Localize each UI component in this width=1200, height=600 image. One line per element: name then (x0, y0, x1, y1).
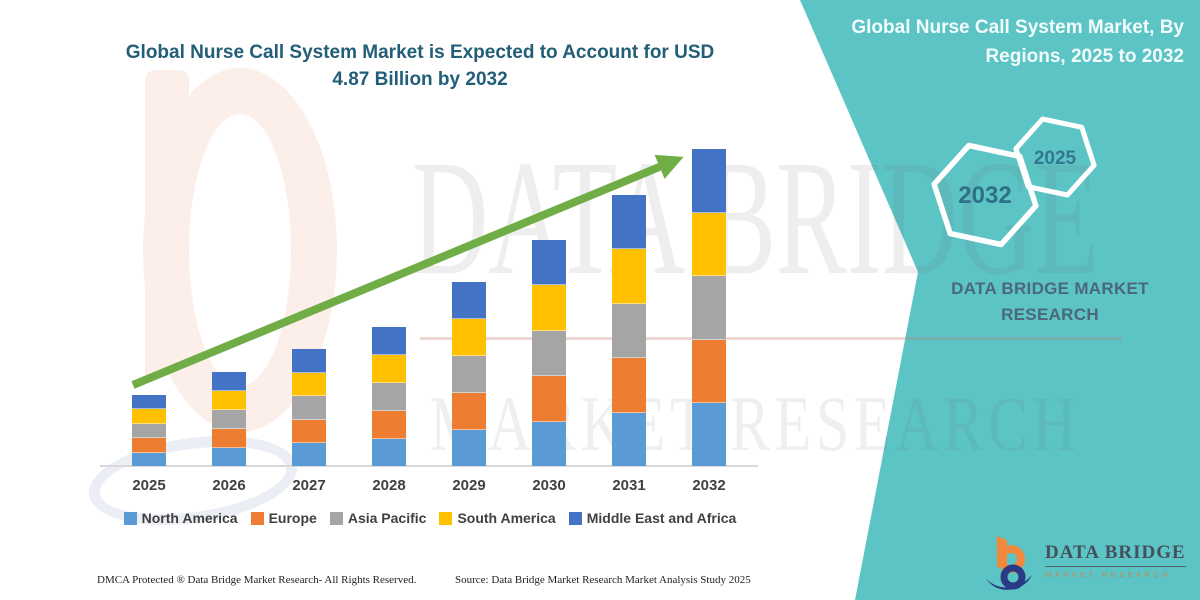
legend-label: Asia Pacific (347, 510, 427, 526)
legend-swatch (123, 511, 137, 525)
panel-brand-line2: RESEARCH (1001, 304, 1099, 324)
x-axis-label-2027: 2027 (292, 477, 326, 494)
bar-segment-2028 (372, 354, 406, 383)
bar-segment-2026 (212, 371, 246, 391)
logo-swoosh (986, 575, 1032, 590)
hexagon-2032-label: 2032 (958, 182, 1011, 209)
bar-2032 (692, 149, 726, 466)
x-axis-label-2025: 2025 (132, 477, 166, 494)
bar-segment-2025 (132, 438, 166, 453)
bar-segment-2032 (692, 276, 726, 340)
bar-segment-2028 (372, 382, 406, 411)
bar-segment-2026 (212, 409, 246, 429)
bar-segment-2025 (132, 394, 166, 409)
panel-title-line1: Global Nurse Call System Market, By (851, 17, 1184, 38)
x-axis-line (100, 465, 758, 467)
legend-swatch (250, 511, 264, 525)
hexagon-2025 (1013, 116, 1097, 198)
legend-label: Europe (268, 510, 317, 526)
logo-name: DATA BRIDGE (1045, 542, 1186, 563)
panel-title-line2: Regions, 2025 to 2032 (985, 45, 1184, 67)
x-axis-label-2030: 2030 (532, 477, 566, 494)
legend-label: South America (457, 510, 556, 526)
bar-segment-2025 (132, 409, 166, 424)
bar-segment-2031 (612, 358, 646, 413)
legend-swatch (329, 511, 343, 525)
bar-segment-2030 (532, 330, 566, 376)
databridge-logo-icon (986, 536, 1032, 590)
bar-segment-2030 (532, 285, 566, 331)
bar-segment-2032 (692, 403, 726, 466)
dmca-notice: DMCA Protected ® Data Bridge Market Rese… (97, 574, 417, 586)
bar-2030 (532, 239, 566, 466)
bar-segment-2030 (532, 421, 566, 466)
bar-segment-2029 (452, 429, 486, 466)
bar-segment-2027 (292, 419, 326, 444)
bar-segment-2027 (292, 443, 326, 466)
bar-segment-2025 (132, 423, 166, 438)
bar-2027 (292, 349, 326, 466)
bar-segment-2027 (292, 349, 326, 373)
bar-2031 (612, 194, 646, 466)
bar-segment-2031 (612, 249, 646, 304)
bar-2029 (452, 281, 486, 466)
chart-title: Global Nurse Call System Market is Expec… (125, 42, 715, 90)
hexagon-graphic: 2032 2025 (931, 116, 1097, 248)
bar-segment-2030 (532, 239, 566, 285)
x-axis-label-2032: 2032 (692, 477, 726, 494)
panel-title: Global Nurse Call System Market, By Regi… (814, 14, 1184, 71)
bar-2028 (372, 326, 406, 466)
bar-2025 (132, 394, 166, 466)
bar-segment-2031 (612, 412, 646, 466)
legend-item: South America (439, 510, 556, 526)
x-axis-label-2031: 2031 (612, 477, 646, 494)
bar-segment-2029 (452, 281, 486, 319)
bar-segment-2029 (452, 355, 486, 393)
bar-segment-2025 (132, 452, 166, 466)
bar-segment-2031 (612, 303, 646, 358)
legend-swatch (568, 511, 582, 525)
bar-segment-2028 (372, 410, 406, 439)
x-axis-label-2029: 2029 (452, 477, 486, 494)
x-axis-label-2026: 2026 (212, 477, 246, 494)
bar-segment-2027 (292, 372, 326, 397)
bar-segment-2029 (452, 318, 486, 356)
legend-item: Europe (250, 510, 317, 526)
legend-item: Middle East and Africa (568, 510, 737, 526)
bar-2026 (212, 371, 246, 466)
bar-segment-2032 (692, 149, 726, 213)
panel-brand-line1: DATA BRIDGE MARKET (951, 279, 1149, 298)
panel-brand-text: DATA BRIDGE MARKET RESEARCH (915, 276, 1185, 327)
bar-segment-2032 (692, 339, 726, 404)
watermark-b-stem (145, 70, 189, 375)
logo-b-stem (997, 536, 1007, 569)
logo-rule (1045, 566, 1186, 567)
legend-swatch (439, 511, 453, 525)
bar-segment-2032 (692, 212, 726, 277)
logo-tagline: MARKET RESEARCH (1045, 570, 1171, 579)
bar-segment-2026 (212, 447, 246, 466)
bar-segment-2028 (372, 438, 406, 466)
bar-segment-2027 (292, 396, 326, 420)
legend-label: Middle East and Africa (586, 510, 737, 526)
bar-segment-2029 (452, 392, 486, 430)
databridge-logo: DATA BRIDGE MARKET RESEARCH (983, 533, 1186, 593)
legend-label: North America (141, 510, 238, 526)
logo-d-bowl (1000, 564, 1026, 590)
legend-item: Asia Pacific (329, 510, 427, 526)
x-axis-label-2028: 2028 (372, 477, 406, 494)
chart-legend: North America Europe Asia Pacific South Ame… (100, 510, 760, 526)
watermark-text-marketresearch: MARKET RESEARCH (430, 380, 1081, 467)
bar-segment-2030 (532, 376, 566, 422)
source-note: Source: Data Bridge Market Research Mark… (455, 574, 751, 586)
bar-segment-2026 (212, 428, 246, 448)
bar-segment-2028 (372, 326, 406, 355)
databridge-logo-text: DATA BRIDGE MARKET RESEARCH (1045, 542, 1186, 579)
legend-item: North America (123, 510, 238, 526)
bar-segment-2026 (212, 390, 246, 410)
watermark-underline (420, 337, 1122, 340)
bar-segment-2031 (612, 194, 646, 249)
hexagon-2025-label: 2025 (1034, 148, 1077, 169)
